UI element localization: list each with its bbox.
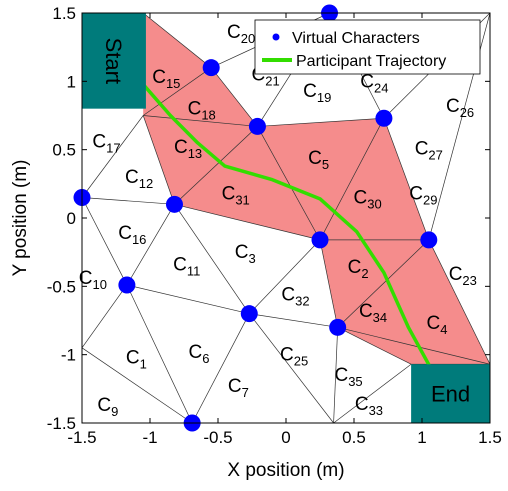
virtual-character-point-10 [240, 305, 258, 323]
x-tick-label: 0.5 [342, 428, 366, 447]
virtual-character-point-11 [329, 318, 347, 336]
mesh-edge-35 [249, 313, 334, 424]
mesh-edge-33 [81, 347, 193, 424]
start-region-label: Start [101, 38, 126, 84]
mesh-edge-29 [249, 313, 338, 328]
mesh-edge-8 [257, 117, 384, 127]
trajectory-layer [138, 79, 441, 384]
legend-marker-virtual-characters [272, 33, 280, 41]
y-tick-label: -0.5 [47, 277, 76, 296]
y-tick-label: -1.5 [47, 414, 76, 433]
x-tick-label: -1 [142, 428, 157, 447]
legend-label-virtual-characters: Virtual Characters [292, 30, 420, 47]
mesh-edge-36 [333, 327, 339, 424]
virtual-character-point-3 [248, 117, 266, 135]
mesh-edge-30 [337, 326, 491, 365]
legend-box [254, 19, 481, 75]
virtual-character-point-4 [375, 109, 393, 127]
x-tick-label: 1.5 [478, 428, 502, 447]
legend: Virtual Characters Participant Trajector… [254, 19, 481, 75]
mesh-edge-32 [126, 284, 193, 424]
mesh-edge-12 [142, 115, 175, 205]
mesh-edge-34 [191, 313, 250, 424]
mesh-edge-37 [337, 327, 412, 365]
mesh-edge-25 [249, 239, 321, 314]
x-tick-label: -1.5 [67, 428, 96, 447]
region-layer: Start End [82, 13, 490, 423]
mesh-edge-17 [319, 118, 385, 241]
virtual-character-point-8 [420, 231, 438, 249]
end-region-label: End [431, 382, 470, 407]
mesh-edge-22 [81, 197, 128, 286]
mesh-edge-23 [126, 204, 175, 286]
virtual-character-point-6 [165, 195, 183, 213]
mesh-edge-10 [143, 115, 258, 127]
virtual-character-point-2 [202, 59, 220, 77]
virtual-character-point-9 [118, 276, 136, 294]
mesh-edge-11 [81, 115, 144, 198]
mesh-edge-9 [142, 67, 212, 116]
cell-label-c18: C18 [188, 99, 216, 123]
mesh-edge-38 [333, 363, 412, 424]
y-tick-label: 0.5 [52, 141, 76, 160]
mesh-edge-24 [174, 204, 250, 314]
virtual-character-point-7 [311, 231, 329, 249]
mesh-edge-4 [210, 67, 258, 127]
point-layer [73, 4, 438, 432]
tick-layer: -1.5 -1 -0.5 0 0.5 1 1.5 -1.5 -1 -0.5 0 0.5 1 1.5 [47, 4, 502, 447]
mesh-edge-28 [126, 284, 250, 315]
y-tick-label: -1 [61, 346, 76, 365]
mesh-edge-26 [319, 239, 339, 328]
x-tick-label: 0 [281, 428, 290, 447]
mesh-edge-15 [257, 126, 321, 241]
mesh-edge-27 [337, 239, 430, 328]
highlighted-cell-1 [143, 13, 258, 127]
mesh-edge-19 [383, 118, 430, 240]
mesh-edge-1 [142, 12, 212, 68]
x-tick-label: -0.5 [203, 428, 232, 447]
start-region [82, 13, 146, 109]
mesh-edge-31 [81, 284, 128, 349]
mesh-edge-21 [428, 239, 491, 365]
end-region [411, 364, 490, 423]
x-tick-label: 1 [417, 428, 426, 447]
y-tick-label: 1 [67, 72, 76, 91]
legend-label-participant-trajectory: Participant Trajectory [296, 53, 446, 70]
mesh-edge-16 [174, 203, 321, 241]
x-axis-label: X position (m) [227, 460, 344, 481]
cell-label-c16: C16 [118, 223, 146, 247]
mesh-edge-14 [174, 126, 258, 205]
y-tick-label: 0 [67, 209, 76, 228]
y-axis-label: Y position (m) [10, 160, 31, 277]
mesh-edge-13 [81, 197, 175, 205]
participant-trajectory-line [138, 79, 441, 384]
y-tick-label: 1.5 [52, 4, 76, 23]
